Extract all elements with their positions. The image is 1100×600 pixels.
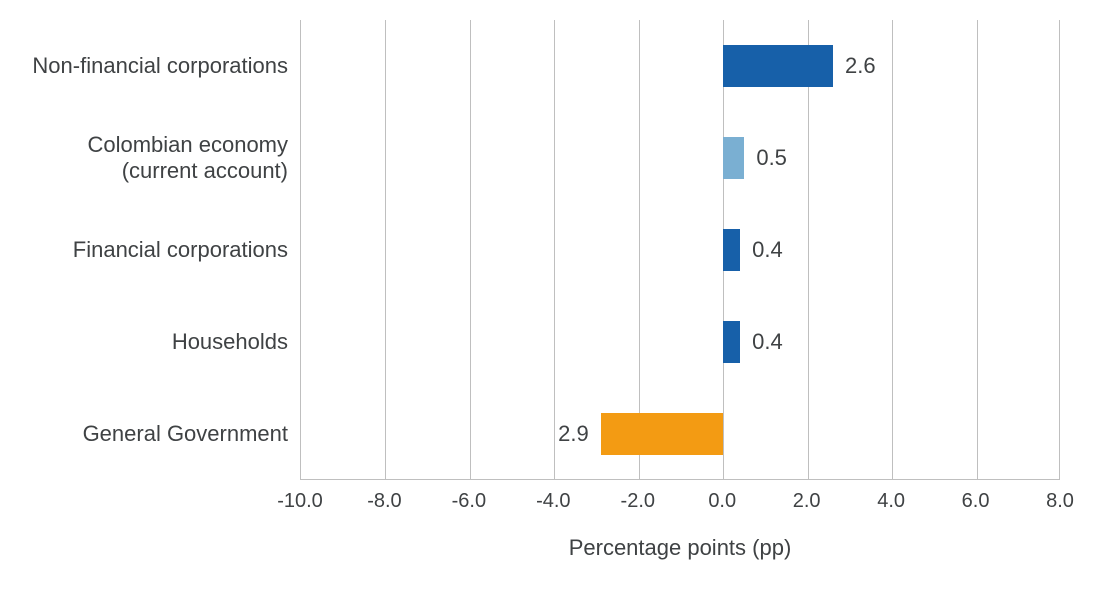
x-tick: 8.0 (1030, 490, 1090, 513)
gridline (977, 20, 978, 479)
x-tick: -6.0 (439, 490, 499, 513)
x-axis-title: Percentage points (pp) (300, 535, 1060, 561)
y-axis-label-line: Non-financial corporations (8, 53, 288, 79)
gridline (639, 20, 640, 479)
x-tick: -8.0 (354, 490, 414, 513)
gridline (808, 20, 809, 479)
y-axis-labels: Non-financial corporations Colombian econ… (0, 0, 300, 500)
x-tick: -2.0 (608, 490, 668, 513)
y-axis-label: Households (8, 329, 288, 355)
plot-area: 2.6 0.5 0.4 0.4 2.9 (300, 20, 1060, 480)
gridline (554, 20, 555, 479)
x-tick: -4.0 (523, 490, 583, 513)
bar (723, 137, 744, 179)
x-tick: 6.0 (946, 490, 1006, 513)
gridline (385, 20, 386, 479)
bar-value-label: 0.4 (752, 321, 783, 363)
y-axis-label: Colombian economy(current account) (8, 132, 288, 185)
bar (723, 45, 833, 87)
x-tick: 4.0 (861, 490, 921, 513)
y-axis-label: Non-financial corporations (8, 53, 288, 79)
bar (723, 229, 740, 271)
y-axis-label-line: General Government (8, 421, 288, 447)
bar-chart: Non-financial corporations Colombian econ… (0, 0, 1100, 600)
x-tick: 2.0 (777, 490, 837, 513)
gridline (892, 20, 893, 479)
bar-value-label: 2.9 (558, 413, 589, 455)
gridline (470, 20, 471, 479)
y-axis-label-line: Financial corporations (8, 237, 288, 263)
y-axis-label-line: Households (8, 329, 288, 355)
x-tick: -10.0 (270, 490, 330, 513)
y-axis-label: General Government (8, 421, 288, 447)
y-axis-label: Financial corporations (8, 237, 288, 263)
y-axis-label-line: (current account) (8, 158, 288, 184)
y-axis-label-line: Colombian economy (8, 132, 288, 158)
bar-value-label: 2.6 (845, 45, 876, 87)
bar-value-label: 0.5 (756, 137, 787, 179)
x-tick: 0.0 (692, 490, 752, 513)
bar-value-label: 0.4 (752, 229, 783, 271)
bar (723, 321, 740, 363)
bar (601, 413, 723, 455)
